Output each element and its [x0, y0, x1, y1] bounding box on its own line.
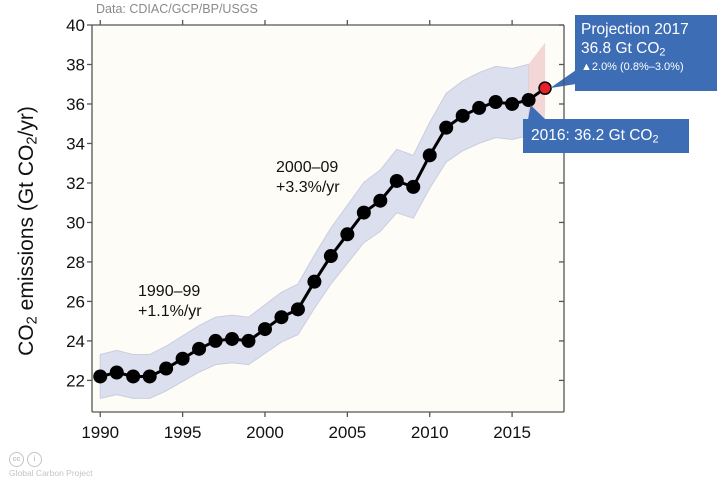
data-point: [307, 274, 322, 289]
data-point: [290, 302, 305, 317]
data-point: [192, 341, 207, 356]
x-tick-label: 2005: [328, 423, 366, 442]
data-point: [373, 193, 388, 208]
x-tick-label: 1995: [164, 423, 202, 442]
y-tick-label: 40: [66, 16, 85, 35]
cc-icon: cc: [9, 452, 24, 467]
annotation-2000s-period: 2000–09: [276, 159, 339, 176]
data-point: [109, 365, 124, 380]
footer-credit: cc i Global Carbon Project: [9, 448, 93, 478]
emissions-line: [99, 86, 546, 378]
projection-title: Projection 2017: [581, 21, 689, 38]
projection-value: 36.8 Gt CO2: [581, 39, 717, 58]
y-tick-label: 34: [66, 134, 85, 153]
projection-callout-pointer: [550, 70, 576, 89]
annotation-1990s: 1990–99 +1.1%/yr: [138, 282, 202, 322]
y-tick-label: 30: [66, 213, 85, 232]
x-tick-label: 2000: [246, 423, 284, 442]
data-point: [356, 205, 371, 220]
data-point: [175, 351, 190, 366]
data-point: [406, 179, 421, 194]
footer-credit-text: Global Carbon Project: [9, 468, 93, 478]
y-tick-label: 32: [66, 174, 85, 193]
x-tick-label: 2015: [493, 423, 531, 442]
data-point: [488, 95, 503, 110]
y-label-post: /yr): [15, 106, 38, 137]
y-tick-label: 24: [66, 332, 85, 351]
attribution-icon: i: [27, 452, 42, 467]
projection-value-text: 36.8 Gt CO: [581, 40, 660, 57]
data-point: [323, 249, 338, 264]
y-tick-label: 26: [66, 292, 85, 311]
data-point: [208, 333, 223, 348]
projection-point: [538, 81, 552, 95]
year-2016-text: 2016: 36.2 Gt CO: [531, 127, 653, 144]
x-tick-label: 1990: [81, 423, 119, 442]
annotation-2000s-rate: +3.3%/yr: [276, 179, 340, 196]
y-tick-label: 36: [66, 95, 85, 114]
y-label-mid: emissions (Gt CO: [15, 144, 38, 317]
data-point: [340, 227, 355, 242]
data-point: [126, 369, 141, 384]
y-label-sub: 2: [24, 316, 41, 325]
annotation-2000s: 2000–09 +3.3%/yr: [276, 158, 340, 198]
year-2016-callout-pointer: [528, 105, 546, 120]
y-label-co: CO: [15, 324, 38, 356]
y-tick-label: 22: [66, 371, 85, 390]
data-point: [241, 333, 256, 348]
data-point: [142, 369, 157, 384]
projection-growth-text: 2.0% (0.8%–3.0%): [591, 61, 684, 73]
data-source-note: Data: CDIAC/GCP/BP/USGS: [96, 2, 258, 16]
annotation-1990s-period: 1990–99: [138, 283, 201, 300]
projection-value-sub: 2: [659, 46, 666, 59]
triangle-up-icon: ▲: [581, 61, 592, 73]
year-2016-sub: 2: [652, 133, 659, 146]
data-point: [159, 361, 174, 376]
data-point: [472, 100, 487, 115]
data-point: [521, 93, 536, 108]
projection-callout: Projection 2017 36.8 Gt CO2 ▲2.0% (0.8%–…: [575, 15, 717, 91]
data-point: [93, 369, 108, 384]
data-point: [505, 96, 520, 111]
data-point: [455, 108, 470, 123]
y-axis-label: CO2 emissions (Gt CO2/yr): [15, 81, 41, 381]
data-point: [274, 310, 289, 325]
annotation-1990s-rate: +1.1%/yr: [138, 303, 202, 320]
x-tick-label: 2010: [411, 423, 449, 442]
data-point: [422, 148, 437, 163]
data-point: [389, 173, 404, 188]
year-2016-callout: 2016: 36.2 Gt CO2: [523, 119, 689, 153]
data-point: [439, 120, 454, 135]
y-tick-label: 28: [66, 253, 85, 272]
data-point: [225, 331, 240, 346]
y-tick-label: 38: [66, 55, 85, 74]
y-label-sub2: 2: [24, 136, 41, 145]
data-point: [257, 322, 272, 337]
projection-growth: ▲2.0% (0.8%–3.0%): [581, 61, 717, 73]
